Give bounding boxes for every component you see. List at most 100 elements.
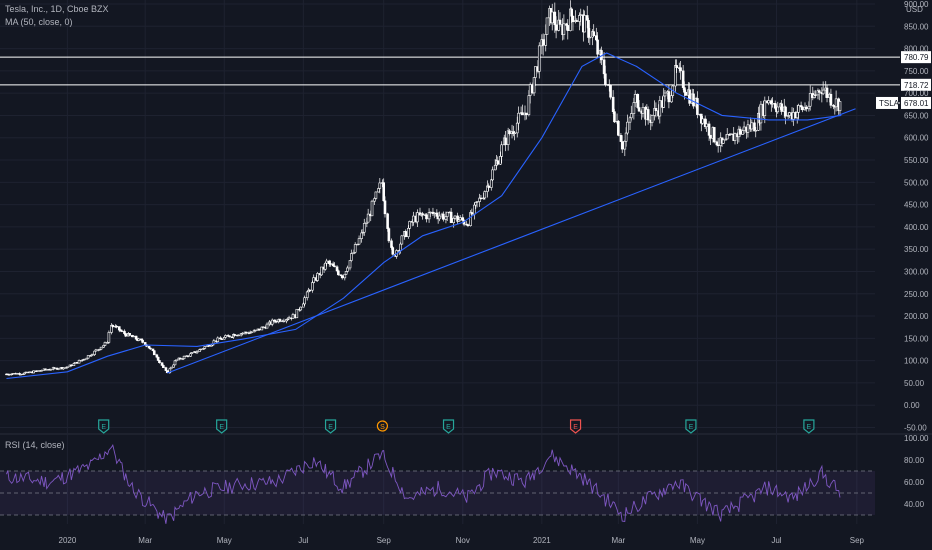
- candle-body: [11, 373, 15, 375]
- candle: [575, 18, 579, 22]
- earnings-marker[interactable]: E: [324, 419, 337, 434]
- candle-body: [412, 215, 415, 223]
- candle: [28, 371, 32, 374]
- candle: [709, 134, 712, 146]
- price-axis[interactable]: 900.00 850.00 800.00 750.00 700.00 650.00 600.…: [904, 0, 929, 433]
- candle-body: [767, 100, 771, 104]
- time-label: May: [690, 536, 705, 545]
- candle: [77, 359, 81, 364]
- candle: [224, 334, 227, 338]
- candle-body: [821, 89, 825, 95]
- candle-body: [107, 332, 111, 343]
- candle: [571, 15, 575, 31]
- candle-body: [382, 182, 386, 202]
- earnings-marker[interactable]: E: [569, 419, 582, 434]
- candle-body: [788, 112, 791, 116]
- earnings-marker[interactable]: E: [98, 419, 110, 434]
- candle: [613, 108, 616, 124]
- candle: [111, 324, 115, 329]
- price-tick-label: 850.00: [904, 22, 929, 31]
- candle-body: [578, 15, 581, 22]
- candle: [771, 97, 774, 108]
- trendline-line[interactable]: [167, 108, 856, 374]
- candle: [821, 81, 825, 96]
- trendline[interactable]: [167, 108, 856, 374]
- candle-body: [99, 346, 103, 350]
- candle: [496, 156, 500, 166]
- candle: [107, 330, 111, 344]
- candle-body: [386, 213, 389, 229]
- candle: [609, 84, 612, 100]
- candle-body: [331, 263, 335, 267]
- rsi-tick-label: 100.00: [904, 434, 929, 443]
- candle: [579, 8, 583, 26]
- time-axis[interactable]: 2020 Mar May Jul Sep Nov 2021 Mar May Jul Sep: [59, 536, 865, 545]
- candle-body: [808, 93, 812, 107]
- candle-body: [190, 352, 194, 355]
- split-marker[interactable]: S: [376, 420, 389, 432]
- candle-body: [611, 96, 615, 112]
- candle-body: [620, 141, 624, 150]
- candle: [636, 93, 640, 110]
- earnings-marker[interactable]: E: [685, 419, 697, 434]
- candle-body: [562, 23, 566, 35]
- candle-body: [588, 36, 592, 39]
- candle-body: [741, 130, 745, 135]
- candle: [186, 355, 190, 358]
- candle: [808, 85, 812, 111]
- candle-body: [483, 191, 487, 199]
- candle: [366, 208, 370, 223]
- price-tick-label: -50.00: [904, 424, 927, 433]
- candle-body: [182, 355, 186, 359]
- candle-body: [466, 224, 470, 226]
- candle-body: [489, 179, 493, 188]
- candle: [466, 223, 470, 228]
- candle-body: [407, 227, 410, 237]
- earnings-marker[interactable]: E: [803, 419, 815, 434]
- last-price-label: 678.01: [904, 99, 929, 108]
- candle: [801, 105, 804, 113]
- candle-body: [278, 319, 282, 322]
- earnings-marker-shape: [569, 419, 582, 434]
- candle-body: [681, 70, 685, 88]
- candle: [633, 90, 637, 107]
- earnings-marker[interactable]: E: [442, 419, 455, 434]
- candle-body: [333, 265, 336, 268]
- candle-body: [537, 45, 541, 72]
- candle-body: [817, 90, 821, 93]
- candle-body: [716, 144, 720, 147]
- candle-body: [662, 95, 666, 108]
- candle-body: [738, 128, 742, 135]
- price-tick-label: 150.00: [904, 334, 929, 343]
- candle: [487, 183, 491, 191]
- candle-body: [473, 204, 476, 215]
- candle: [604, 65, 607, 87]
- candle: [162, 364, 165, 369]
- candle-body: [499, 156, 502, 165]
- candle-body: [780, 103, 783, 112]
- candle-body: [795, 112, 799, 119]
- candle: [438, 211, 441, 222]
- candle-body: [712, 127, 716, 143]
- candle-body: [391, 247, 395, 255]
- candle-body: [404, 231, 408, 237]
- price-tick-label: 500.00: [904, 178, 929, 187]
- candle: [746, 119, 750, 138]
- candle-body: [308, 289, 312, 292]
- candle: [287, 315, 291, 320]
- candle-body: [602, 59, 606, 75]
- candle: [626, 114, 629, 135]
- earnings-marker[interactable]: E: [216, 419, 228, 434]
- candle-body: [160, 362, 164, 366]
- candle: [257, 328, 261, 331]
- symbol-tag-label: TSLA: [879, 99, 900, 108]
- candle: [776, 101, 780, 114]
- resistance-price-tag: [901, 78, 931, 91]
- candle: [500, 141, 503, 164]
- candle: [62, 367, 65, 370]
- ma-series: [6, 52, 842, 380]
- candle-body: [69, 364, 73, 367]
- candle-body: [500, 144, 503, 157]
